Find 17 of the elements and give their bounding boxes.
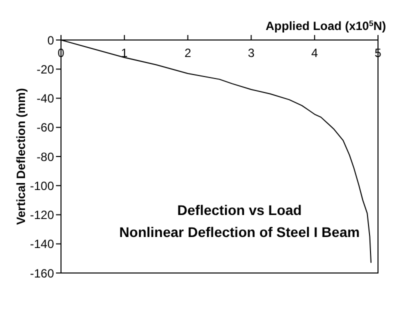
x-axis-title: Applied Load (x10$^{5}$N) [266,18,386,33]
y-tick-label: -40 [36,92,54,106]
text: Nonlinear Deflection of Steel I Beam [119,224,360,240]
y-tick-label: -100 [30,178,54,193]
y-tick-label: -60 [36,120,54,135]
text: Deflection vs Load [177,202,302,218]
y-tick-label: 0 [47,33,54,48]
y-tick-label: -140 [30,237,54,252]
x-tick-label: 4 [311,46,318,60]
y-tick-label: -160 [30,266,54,280]
y-axis-title: Vertical Deflection (mm) [14,88,28,225]
x-tick-label: 3 [248,46,255,60]
y-tick-label: -120 [30,208,54,222]
y-tick-label: -80 [36,150,54,164]
y-tick-label: -20 [36,62,54,76]
x-tick-label: 2 [184,46,192,60]
x-tick-label: 1 [121,46,128,60]
